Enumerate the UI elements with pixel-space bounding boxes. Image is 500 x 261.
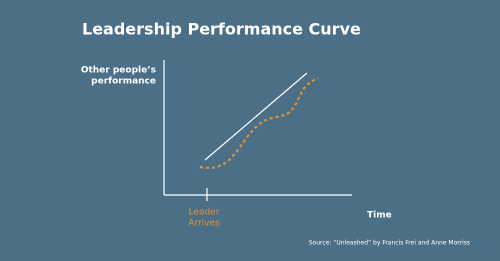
y-axis-label: performance — [91, 77, 156, 87]
expected-line — [204, 72, 308, 161]
actual-curve — [199, 77, 319, 169]
marker-label: Leader — [189, 208, 220, 218]
marker-label: Arrives — [188, 219, 220, 229]
source: Source: “Unleashed” by Francis Frei and … — [309, 240, 470, 247]
x-axis-label: Time — [367, 211, 392, 221]
title: Leadership Performance Curve — [82, 20, 361, 39]
y-axis-label: Other people’s — [81, 66, 156, 76]
